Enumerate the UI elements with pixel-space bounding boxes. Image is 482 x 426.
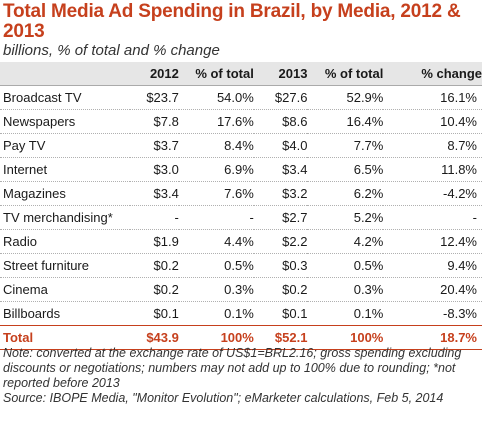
table-cell: 52.9% <box>307 85 384 110</box>
column-header <box>0 62 130 86</box>
table-cell: $3.4 <box>253 157 308 182</box>
row-label: Street furniture <box>0 253 130 278</box>
table-cell: 0.1% <box>307 301 384 326</box>
table-cell: $3.4 <box>129 181 179 206</box>
table-cell: $3.0 <box>129 157 179 182</box>
table-cell: 6.9% <box>178 157 254 182</box>
table-row: Broadcast TV $23.7 54.0% $27.6 52.9% 16.1% <box>0 85 482 110</box>
total-cell: $43.9 <box>129 325 179 350</box>
data-table-container: 2012 % of total 2013 % of total % change… <box>0 62 482 350</box>
row-label: Radio <box>0 229 130 254</box>
table-cell: 8.4% <box>178 133 254 158</box>
total-cell: 100% <box>178 325 254 350</box>
column-header: 2013 <box>253 62 308 86</box>
table-cell: $3.2 <box>253 181 308 206</box>
table-cell: $27.6 <box>253 85 308 110</box>
table-cell: $3.7 <box>129 133 179 158</box>
table-row: Pay TV $3.7 8.4% $4.0 7.7% 8.7% <box>0 133 482 158</box>
table-cell: 17.6% <box>178 109 254 134</box>
total-cell: $52.1 <box>253 325 308 350</box>
table-cell: 12.4% <box>383 229 482 254</box>
table-row: Cinema $0.2 0.3% $0.2 0.3% 20.4% <box>0 277 482 302</box>
table-cell: $0.1 <box>129 301 179 326</box>
table-cell: $2.7 <box>253 205 308 230</box>
table-cell: 4.4% <box>178 229 254 254</box>
table-cell: 0.3% <box>307 277 384 302</box>
table-cell: 0.1% <box>178 301 254 326</box>
table-header-row: 2012 % of total 2013 % of total % change <box>0 62 482 86</box>
table-cell: $23.7 <box>129 85 179 110</box>
table-cell: $7.8 <box>129 109 179 134</box>
table-cell: $8.6 <box>253 109 308 134</box>
table-cell: 16.1% <box>383 85 482 110</box>
table-cell: 10.4% <box>383 109 482 134</box>
table-cell: 4.2% <box>307 229 384 254</box>
table-cell: -4.2% <box>383 181 482 206</box>
table-cell: $4.0 <box>253 133 308 158</box>
table-row: Newspapers $7.8 17.6% $8.6 16.4% 10.4% <box>0 109 482 134</box>
row-label: Cinema <box>0 277 130 302</box>
total-cell: 100% <box>307 325 384 350</box>
table-cell: 20.4% <box>383 277 482 302</box>
table-cell: 6.2% <box>307 181 384 206</box>
column-header: % change <box>383 62 482 86</box>
table-cell: 8.7% <box>383 133 482 158</box>
table-cell: - <box>178 205 254 230</box>
footnote: Note: converted at the exchange rate of … <box>3 346 481 406</box>
table-cell: $0.2 <box>129 277 179 302</box>
total-label: Total <box>0 325 130 350</box>
table-cell: -8.3% <box>383 301 482 326</box>
row-label: Pay TV <box>0 133 130 158</box>
table-cell: 7.6% <box>178 181 254 206</box>
table-cell: $0.1 <box>253 301 308 326</box>
table-cell: 7.7% <box>307 133 384 158</box>
table-cell: 5.2% <box>307 205 384 230</box>
total-row: Total $43.9 100% $52.1 100% 18.7% <box>0 325 482 350</box>
row-label: Newspapers <box>0 109 130 134</box>
source-text: Source: IBOPE Media, "Monitor Evolution"… <box>3 391 444 405</box>
table-cell: $2.2 <box>253 229 308 254</box>
note-text: Note: converted at the exchange rate of … <box>3 346 462 390</box>
table-cell: $0.2 <box>253 277 308 302</box>
table-row: Magazines $3.4 7.6% $3.2 6.2% -4.2% <box>0 181 482 206</box>
table-cell: $0.3 <box>253 253 308 278</box>
table-body: Broadcast TV $23.7 54.0% $27.6 52.9% 16.1% New… <box>0 85 482 350</box>
table-row: Internet $3.0 6.9% $3.4 6.5% 11.8% <box>0 157 482 182</box>
row-label: Broadcast TV <box>0 85 130 110</box>
table-cell: 16.4% <box>307 109 384 134</box>
table-cell: $0.2 <box>129 253 179 278</box>
table-cell: 0.3% <box>178 277 254 302</box>
table-cell: 0.5% <box>307 253 384 278</box>
data-table: 2012 % of total 2013 % of total % change… <box>0 62 482 350</box>
row-label: Billboards <box>0 301 130 326</box>
column-header: 2012 <box>129 62 179 86</box>
table-row: Billboards $0.1 0.1% $0.1 0.1% -8.3% <box>0 301 482 326</box>
table-row: Street furniture $0.2 0.5% $0.3 0.5% 9.4% <box>0 253 482 278</box>
total-cell: 18.7% <box>383 325 482 350</box>
table-cell: $1.9 <box>129 229 179 254</box>
table-cell: 11.8% <box>383 157 482 182</box>
row-label: TV merchandising* <box>0 205 130 230</box>
column-header: % of total <box>307 62 384 86</box>
table-cell: - <box>129 205 179 230</box>
table-cell: - <box>383 205 482 230</box>
chart-subtitle: billions, % of total and % change <box>3 42 220 59</box>
table-cell: 6.5% <box>307 157 384 182</box>
table-cell: 54.0% <box>178 85 254 110</box>
row-label: Internet <box>0 157 130 182</box>
table-cell: 9.4% <box>383 253 482 278</box>
column-header: % of total <box>178 62 254 86</box>
row-label: Magazines <box>0 181 130 206</box>
table-row: TV merchandising* - - $2.7 5.2% - <box>0 205 482 230</box>
table-cell: 0.5% <box>178 253 254 278</box>
table-row: Radio $1.9 4.4% $2.2 4.2% 12.4% <box>0 229 482 254</box>
chart-title: Total Media Ad Spending in Brazil, by Me… <box>3 1 461 42</box>
